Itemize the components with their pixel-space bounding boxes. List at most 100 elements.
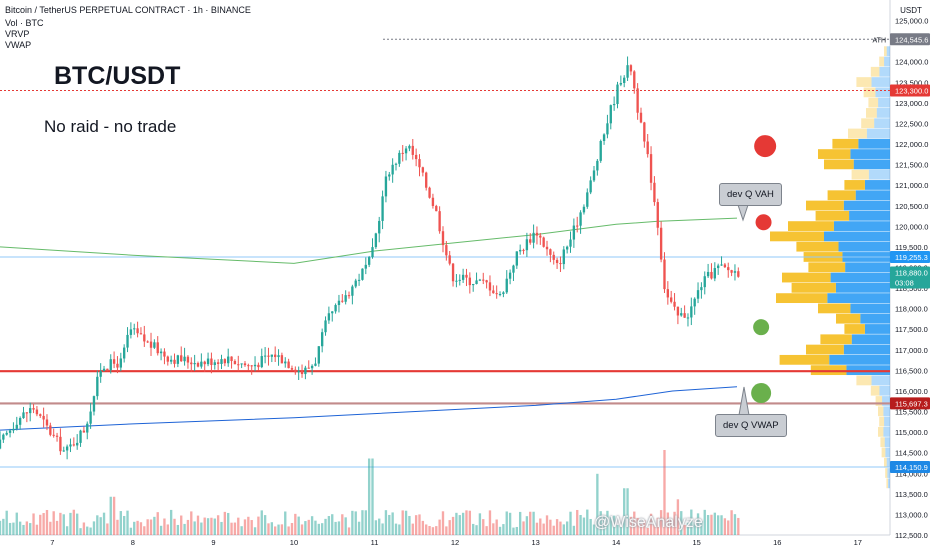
volume-bar <box>32 513 35 535</box>
candle-body <box>381 196 384 221</box>
volume-bar <box>696 513 700 535</box>
price-label-text: 114,150.9 <box>895 463 928 472</box>
candle-body <box>143 334 146 342</box>
volume-bar <box>381 523 384 535</box>
volume-profile-up <box>874 118 890 129</box>
y-tick-label: 121,500.0 <box>895 161 928 170</box>
candle-body <box>468 277 472 286</box>
indicator-vwap[interactable]: VWAP <box>5 40 32 50</box>
candle-body <box>183 356 186 362</box>
candle-body <box>639 112 643 123</box>
volume-bar <box>92 521 96 535</box>
volume-profile-up <box>884 56 890 67</box>
volume-bar <box>582 517 586 535</box>
volume-profile-down <box>782 272 831 283</box>
volume-bar <box>186 519 190 535</box>
indicator-vol[interactable]: Vol · BTC <box>5 18 44 28</box>
candle-body <box>636 88 639 113</box>
volume-bar <box>495 519 498 535</box>
volume-bar <box>425 524 428 535</box>
volume-bar <box>384 510 388 535</box>
candle-body <box>294 369 297 373</box>
volume-bar <box>602 515 606 535</box>
candle-body <box>414 154 418 160</box>
volume-bar <box>190 511 193 535</box>
volume-profile-down <box>863 87 876 98</box>
volume-profile-down <box>770 231 824 242</box>
volume-bar <box>438 519 441 535</box>
volume-profile-up <box>864 180 890 190</box>
volume-profile-down <box>820 334 852 345</box>
volume-bar <box>247 516 250 535</box>
candle-body <box>683 313 686 318</box>
candle-body <box>696 290 700 299</box>
volume-profile-down <box>878 406 884 417</box>
volume-bar <box>59 512 62 535</box>
volume-bar <box>112 496 116 535</box>
dev-q-vah-callout: dev Q VAH <box>719 183 782 206</box>
candle-body <box>274 354 277 358</box>
symbol-line[interactable]: Bitcoin / TetherUS PERPETUAL CONTRACT · … <box>5 5 251 15</box>
volume-bar <box>270 522 274 535</box>
volume-bar <box>461 512 465 535</box>
candle-body <box>495 293 498 295</box>
volume-bar <box>539 518 542 535</box>
candle-body <box>404 148 408 154</box>
volume-bar <box>673 511 676 535</box>
candle-body <box>418 159 421 168</box>
volume-bar <box>22 524 25 535</box>
y-tick-label: 123,500.0 <box>895 78 928 87</box>
volume-bar <box>522 521 525 535</box>
chart-annotation-title: BTC/USDT <box>54 62 181 90</box>
candle-body <box>260 356 263 368</box>
candle-body <box>562 249 565 265</box>
volume-profile-down <box>886 478 889 489</box>
candle-body <box>703 276 706 288</box>
candle-body <box>676 306 680 316</box>
candle-body <box>431 197 435 206</box>
volume-bar <box>659 510 663 535</box>
candle-body <box>492 290 495 294</box>
volume-bar <box>609 516 612 535</box>
candle-body <box>367 257 371 265</box>
candle-body <box>602 134 606 141</box>
volume-bar <box>223 511 227 535</box>
candle-body <box>112 359 116 364</box>
volume-profile-down <box>879 56 885 67</box>
volume-bar <box>361 510 364 535</box>
candle-body <box>304 367 307 375</box>
candle-body <box>525 239 529 251</box>
candle-body <box>428 187 431 198</box>
candle-body <box>472 283 475 286</box>
candle-body <box>213 362 216 366</box>
y-tick-label: 114,500.0 <box>895 449 928 458</box>
candle-body <box>119 358 122 368</box>
candle-body <box>532 232 535 243</box>
volume-profile-up <box>829 354 890 365</box>
x-tick-label: 12 <box>451 538 459 547</box>
volume-bar <box>448 520 451 535</box>
volume-profile-down <box>870 66 880 77</box>
candle-body <box>579 212 582 226</box>
candle-body <box>237 364 240 366</box>
volume-bar <box>307 519 310 535</box>
volume-bar <box>626 488 629 535</box>
candle-body <box>727 267 730 271</box>
candle-body <box>193 363 196 365</box>
candle-body <box>643 122 646 142</box>
volume-bar <box>334 521 337 535</box>
volume-bar <box>518 511 522 535</box>
candle-body <box>730 270 733 273</box>
indicator-vrvp[interactable]: VRVP <box>5 29 30 39</box>
y-tick-label: 113,500.0 <box>895 490 928 499</box>
x-tick-label: 10 <box>290 538 298 547</box>
y-tick-label: 123,000.0 <box>895 99 928 108</box>
volume-bar <box>408 515 411 535</box>
volume-bar <box>535 522 539 535</box>
candle-body <box>690 306 693 318</box>
candle-body <box>159 351 163 354</box>
volume-bar <box>176 524 180 535</box>
volume-bar <box>505 511 508 535</box>
